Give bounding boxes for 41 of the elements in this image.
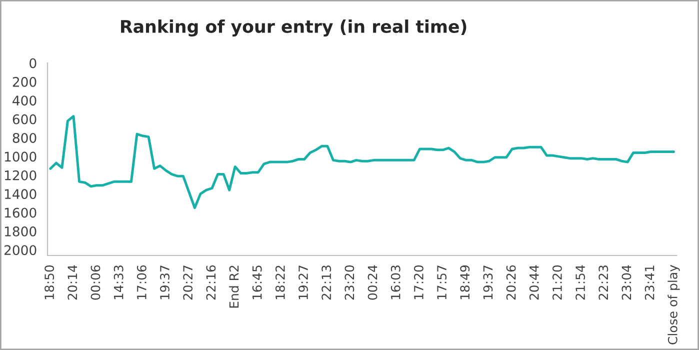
- x-tick-label: Close of play: [668, 264, 680, 344]
- x-tick-label: 16:45: [252, 266, 262, 300]
- x-tick-label: 17:20: [414, 265, 424, 300]
- y-tick-label: 2000: [4, 245, 36, 256]
- y-tick-label: 1600: [4, 208, 36, 218]
- x-tick-label: 20:26: [506, 265, 516, 300]
- x-tick-label: 19:27: [298, 266, 308, 300]
- x-tick-label: 17:06: [136, 265, 146, 300]
- x-tick-label: 23:04: [622, 265, 632, 300]
- x-tick-label: 00:24: [368, 265, 378, 300]
- y-tick-label: 1400: [4, 189, 36, 200]
- x-tick-label: 21:20: [552, 265, 562, 300]
- y-tick-label: 1800: [4, 226, 36, 236]
- x-tick-label: 20:14: [68, 265, 78, 300]
- y-tick-label: 1000: [4, 152, 36, 162]
- x-tick-label: 22:13: [322, 266, 332, 300]
- x-tick-label: 18:22: [275, 266, 285, 300]
- x-tick-label: 14:33: [114, 266, 124, 300]
- x-tick-label: 20:44: [529, 265, 539, 300]
- x-tick-label: 22:16: [206, 265, 216, 300]
- x-tick-label: 18:50: [44, 265, 54, 300]
- chart-title: Ranking of your entry (in real time): [121, 20, 466, 36]
- x-tick-label: End R2: [229, 266, 239, 308]
- x-tick-label: 19:37: [483, 266, 493, 300]
- y-tick-label: 200: [12, 76, 36, 87]
- y-tick-label: 600: [12, 114, 36, 124]
- x-tick-label: 19:37: [160, 266, 170, 300]
- x-tick-label: 23:41: [644, 266, 654, 300]
- line-series: [49, 115, 675, 210]
- y-tick-label: 800: [12, 132, 36, 143]
- x-tick-label: 23:20: [344, 265, 354, 300]
- x-tick-label: 18:49: [460, 265, 470, 300]
- x-tick-label: 22:23: [598, 266, 608, 300]
- x-tick-label: 21:54: [576, 265, 586, 300]
- y-tick-label: 1200: [4, 170, 36, 180]
- x-tick-label: 20:27: [183, 266, 193, 300]
- x-tick-label: 16:03: [390, 266, 400, 300]
- x-tick-label: 17:57: [437, 266, 447, 300]
- y-tick-label: 400: [12, 96, 36, 106]
- x-tick-label: 00:06: [90, 265, 100, 300]
- y-tick-label: 0: [30, 58, 36, 68]
